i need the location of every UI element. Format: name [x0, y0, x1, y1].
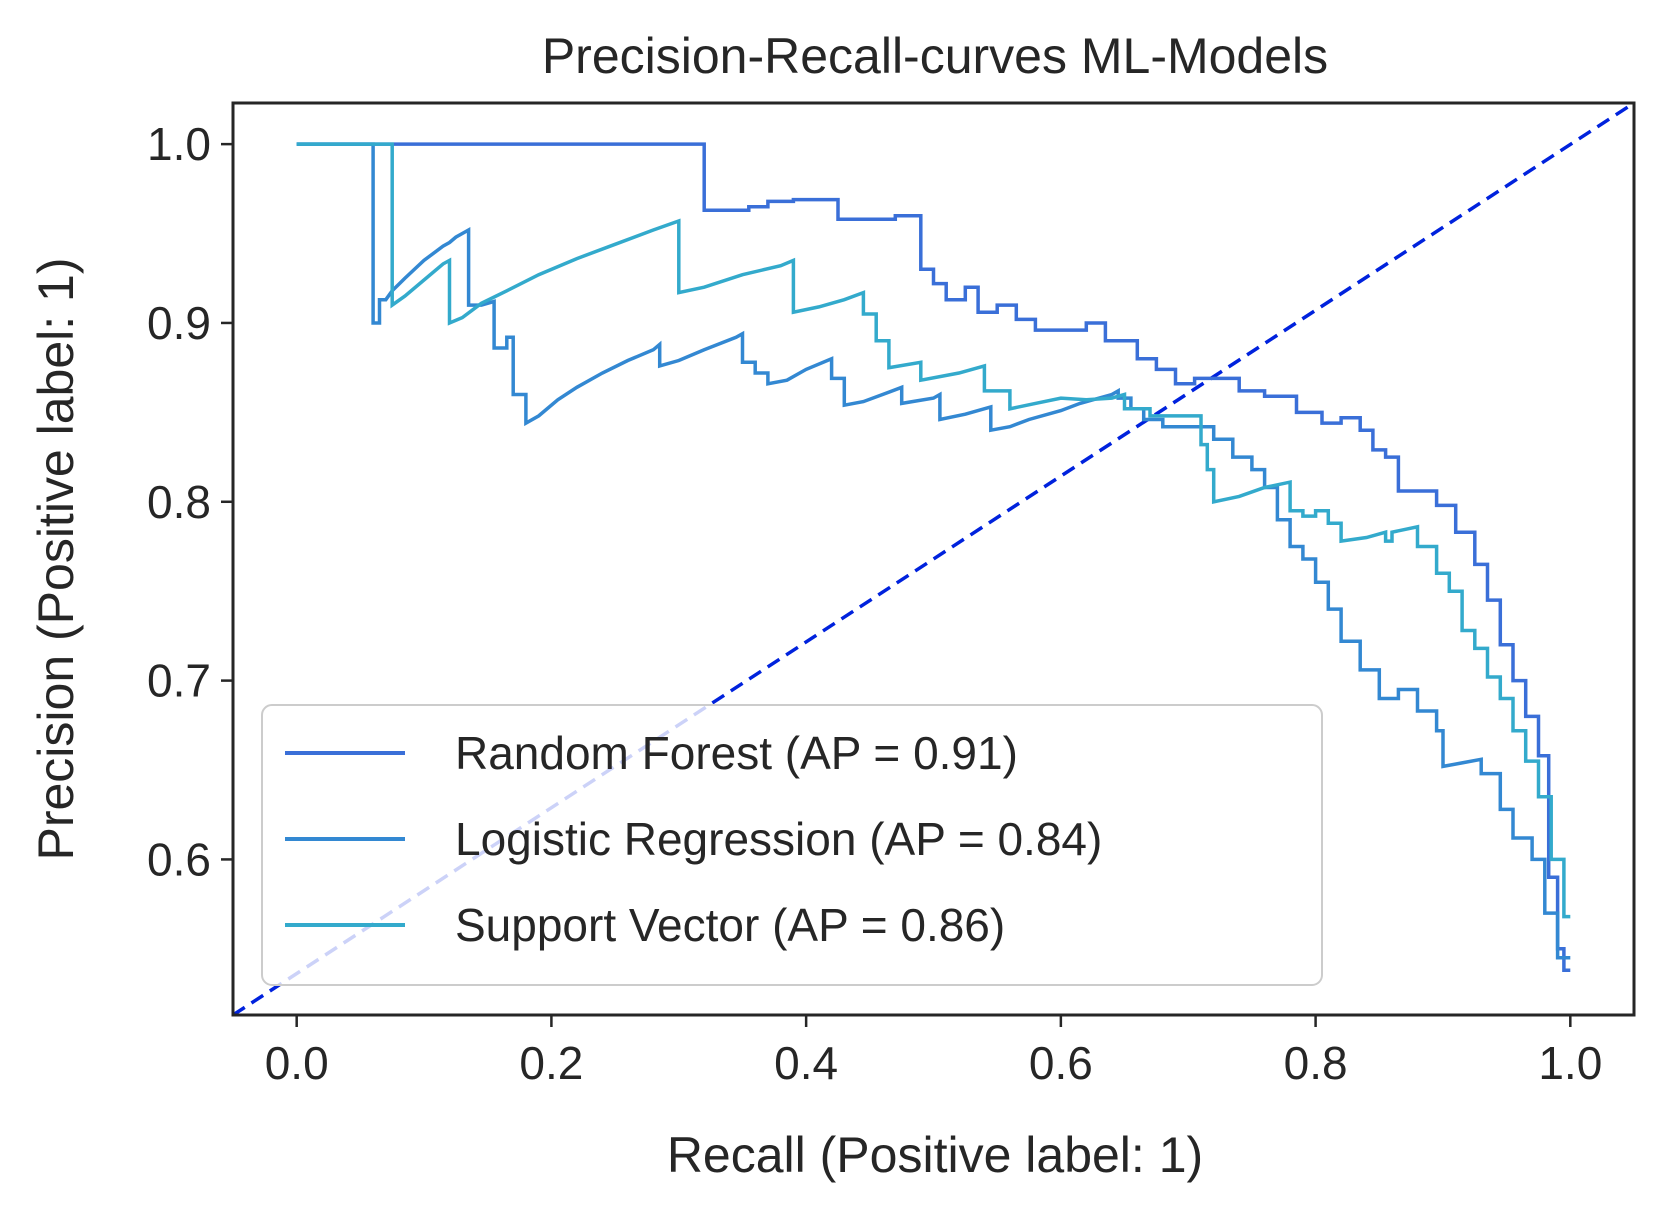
y-tick-label: 0.6: [147, 833, 211, 885]
legend-label-2: Support Vector (AP = 0.86): [455, 899, 1005, 951]
series-layer: [296, 142, 1571, 973]
plot-area-frame: [231, 101, 1636, 1017]
legend-box: [261, 704, 1323, 986]
y-tick-label: 1.0: [147, 118, 211, 170]
reference-line-group: [233, 103, 1634, 1015]
x-tick-label: 0.4: [774, 1037, 838, 1089]
series-line-2: [296, 142, 1571, 919]
y-axis-label: Precision (Positive label: 1): [28, 257, 84, 860]
y-axis-ticks: 0.6 0.7 0.8 0.9 1.0: [147, 118, 233, 885]
x-axis-label: Recall (Positive label: 1): [667, 1127, 1203, 1183]
y-tick-label: 0.8: [147, 476, 211, 528]
legend-label-0: Random Forest (AP = 0.91): [455, 727, 1018, 779]
legend: Random Forest (AP = 0.91) Logistic Regres…: [261, 704, 1323, 986]
x-tick-label: 0.0: [265, 1037, 329, 1089]
legend-label-1: Logistic Regression (AP = 0.84): [455, 813, 1102, 865]
y-tick-label: 0.9: [147, 297, 211, 349]
reference-line: [233, 103, 1634, 1015]
series-line-0: [296, 142, 1571, 973]
series-line-1: [296, 142, 1571, 960]
x-tick-label: 0.2: [519, 1037, 583, 1089]
chart-title: Precision-Recall-curves ML-Models: [542, 28, 1328, 84]
x-tick-label: 0.8: [1284, 1037, 1348, 1089]
y-tick-label: 0.7: [147, 655, 211, 707]
x-tick-label: 0.6: [1029, 1037, 1093, 1089]
x-axis-ticks: 0.0 0.2 0.4 0.6 0.8 1.0: [265, 1015, 1602, 1089]
x-tick-label: 1.0: [1538, 1037, 1602, 1089]
